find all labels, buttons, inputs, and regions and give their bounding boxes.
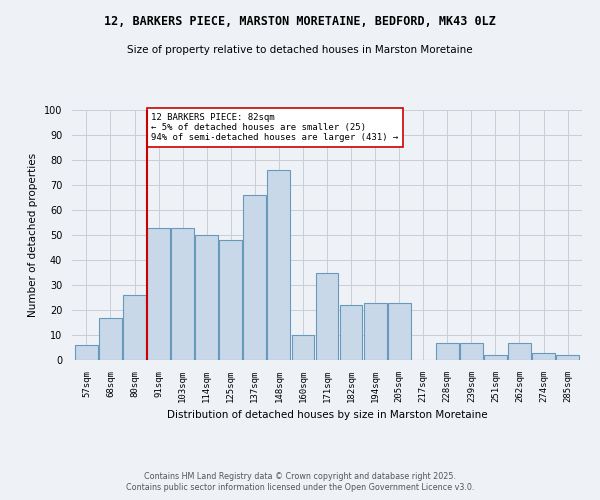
Bar — [195, 235, 218, 360]
Bar — [436, 342, 459, 360]
Bar — [123, 295, 146, 360]
Bar — [99, 318, 122, 360]
Bar — [364, 302, 386, 360]
Bar — [484, 355, 507, 360]
Bar — [508, 342, 531, 360]
Bar — [171, 228, 194, 360]
Y-axis label: Number of detached properties: Number of detached properties — [28, 153, 38, 317]
Bar — [75, 345, 98, 360]
Text: 12 BARKERS PIECE: 82sqm
← 5% of detached houses are smaller (25)
94% of semi-det: 12 BARKERS PIECE: 82sqm ← 5% of detached… — [151, 112, 398, 142]
X-axis label: Distribution of detached houses by size in Marston Moretaine: Distribution of detached houses by size … — [167, 410, 487, 420]
Bar — [292, 335, 314, 360]
Text: 12, BARKERS PIECE, MARSTON MORETAINE, BEDFORD, MK43 0LZ: 12, BARKERS PIECE, MARSTON MORETAINE, BE… — [104, 15, 496, 28]
Text: Contains public sector information licensed under the Open Government Licence v3: Contains public sector information licen… — [126, 483, 474, 492]
Bar — [340, 305, 362, 360]
Bar — [388, 302, 410, 360]
Bar — [268, 170, 290, 360]
Bar — [220, 240, 242, 360]
Bar — [147, 228, 170, 360]
Bar — [460, 342, 483, 360]
Bar — [532, 352, 555, 360]
Text: Contains HM Land Registry data © Crown copyright and database right 2025.: Contains HM Land Registry data © Crown c… — [144, 472, 456, 481]
Bar — [316, 272, 338, 360]
Text: Size of property relative to detached houses in Marston Moretaine: Size of property relative to detached ho… — [127, 45, 473, 55]
Bar — [244, 195, 266, 360]
Bar — [556, 355, 579, 360]
